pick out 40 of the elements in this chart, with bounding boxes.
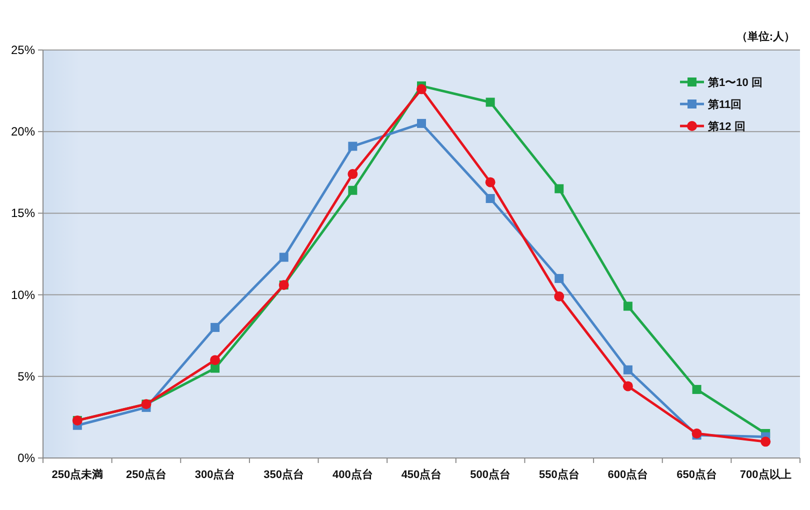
y-tick-label: 20% [10, 124, 36, 139]
x-tick-label: 650点台 [676, 468, 717, 481]
point [554, 291, 564, 302]
x-tick-label: 550点台 [538, 468, 580, 481]
point [554, 184, 564, 194]
y-tick-label: 10% [10, 288, 36, 302]
point [210, 322, 220, 332]
point [486, 194, 495, 204]
point [760, 436, 771, 447]
point [554, 274, 564, 283]
y-tick-label: 5% [18, 369, 36, 384]
point [210, 355, 220, 366]
point [417, 118, 426, 128]
point [623, 365, 632, 374]
x-tick-label: 500点台 [470, 468, 510, 481]
point [348, 186, 358, 195]
text: （単位:人） [736, 30, 795, 43]
point [486, 98, 495, 107]
x-tick-label: 300点台 [194, 468, 236, 481]
legend-label: 第12 回 [707, 120, 746, 133]
x-tick-label: 600点台 [608, 468, 648, 481]
point [279, 252, 288, 262]
legend-label: 第1〜10 回 [707, 76, 762, 89]
point [348, 142, 358, 151]
x-tick-label: 400点台 [332, 468, 373, 481]
x-tick-label: 350点台 [264, 468, 304, 481]
x-tick-label: 250点未満 [52, 468, 104, 481]
x-tick-label: 700点以上 [740, 468, 792, 481]
point [692, 384, 702, 394]
x-tick-label: 250点台 [126, 468, 166, 481]
point [622, 381, 633, 392]
legend-label: 第11回 [707, 98, 742, 111]
point [416, 84, 426, 94]
x-tick-label: 450点台 [401, 468, 442, 481]
y-tick-label: 25% [10, 43, 36, 57]
point [348, 169, 358, 180]
y-tick-label: 0% [18, 451, 36, 465]
point [485, 177, 496, 188]
point [623, 302, 632, 311]
y-tick-label: 15% [10, 206, 36, 220]
